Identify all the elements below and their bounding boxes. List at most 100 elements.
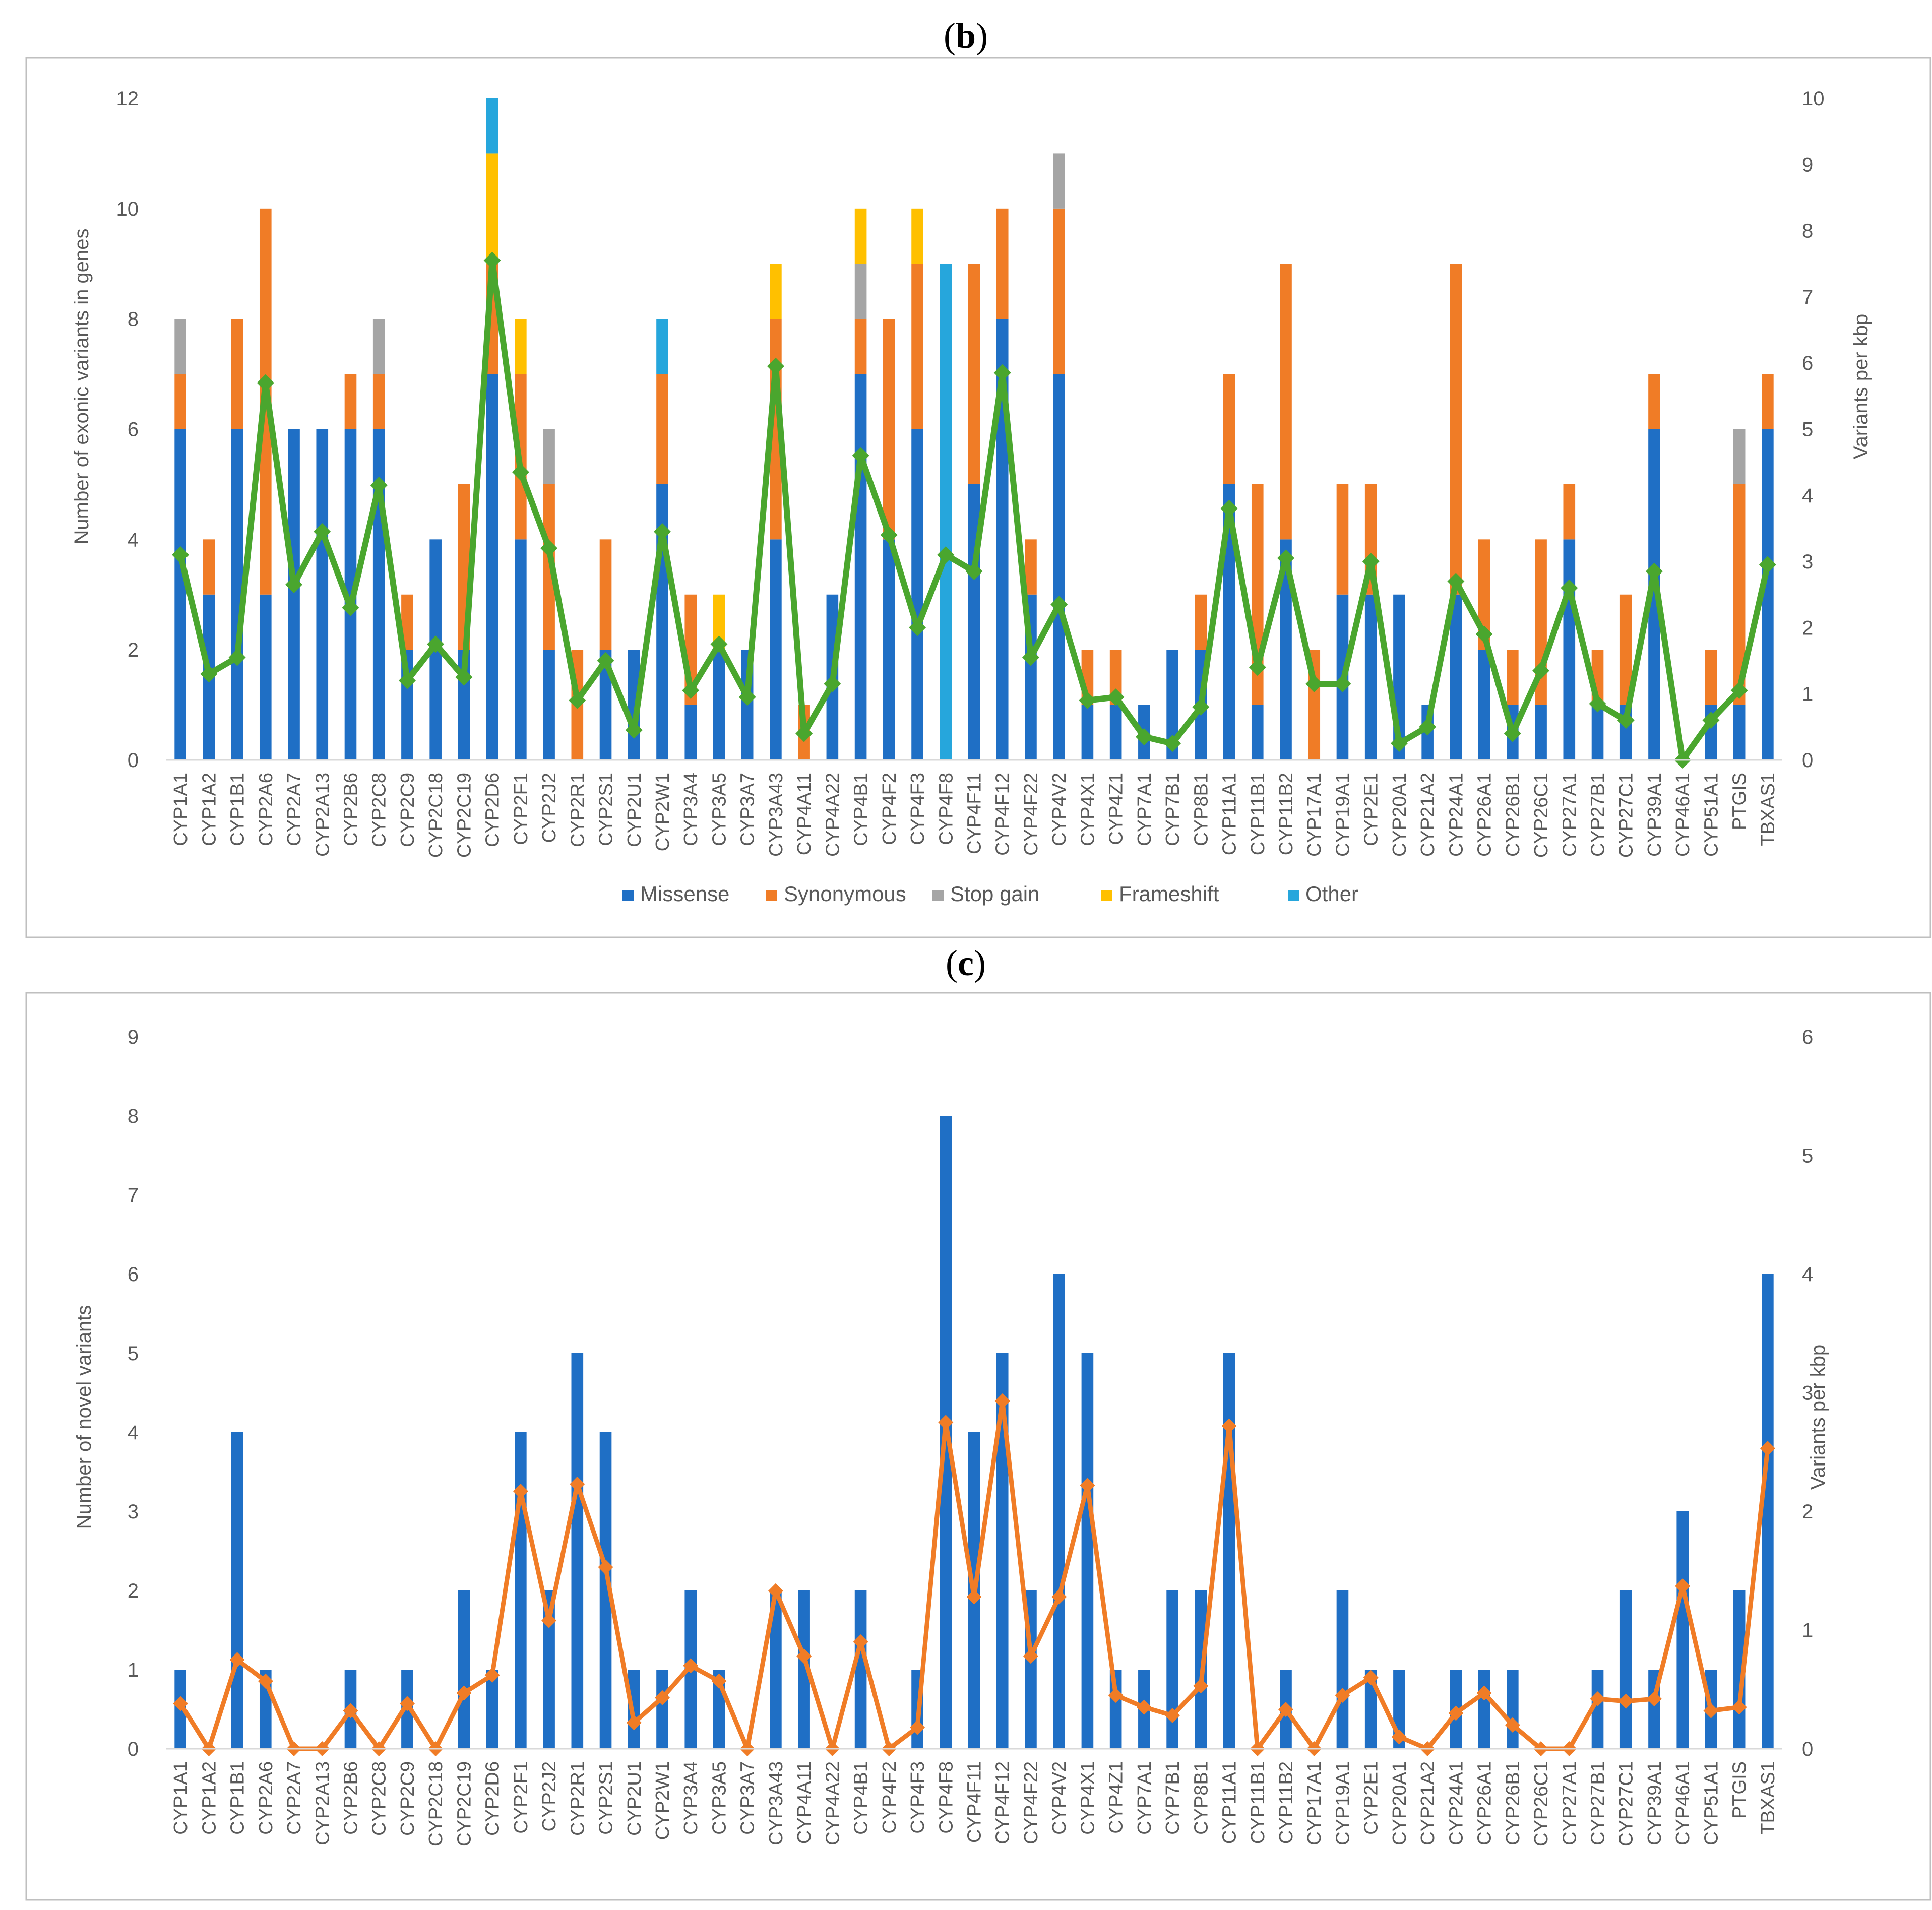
bar-cyp11b2-synonymous — [1280, 264, 1292, 540]
legend-label-synonymous: Synonymous — [784, 882, 906, 906]
x-tick-cyp3a5: CYP3A5 — [709, 773, 730, 846]
legend-swatch-frameshift — [1101, 890, 1112, 901]
x-tick-cyp27b1: CYP27B1 — [1588, 773, 1609, 857]
x-tick-cyp2r1: CYP2R1 — [567, 1761, 588, 1836]
bar-cyp7b1 — [1166, 1590, 1178, 1749]
kbp-marker-cyp2c8 — [370, 477, 388, 494]
legend-swatch-synonymous — [766, 890, 777, 901]
panel-b-legend: Missense Synonymous Stop gain Frameshift Oth… — [622, 882, 1358, 906]
kbp-marker-cyp3a5 — [711, 1673, 727, 1689]
kbp-marker-cyp2c9 — [399, 1696, 415, 1711]
x-tick-cyp4a11: CYP4A11 — [794, 773, 815, 855]
bar-cyp1b1-synonymous — [231, 319, 243, 429]
x-tick-cyp4f12: CYP4F12 — [992, 773, 1014, 856]
bar-cyp1a2-synonymous — [203, 539, 215, 595]
kbp-marker-cyp3a4 — [683, 1658, 699, 1674]
x-tick-cyp4a11: CYP4A11 — [794, 1761, 815, 1844]
y-tick-label: 2 — [128, 639, 139, 661]
x-tick-cyp2c8: CYP2C8 — [369, 1761, 390, 1836]
bar-cyp4f3-frameshift — [911, 208, 923, 264]
kbp-marker-cyp46a1 — [1675, 1578, 1691, 1594]
y-right-tick-label: 5 — [1802, 419, 1813, 441]
bar-cyp3a43-frameshift — [770, 264, 782, 319]
bar-cyp1a1-missense — [174, 429, 186, 760]
x-tick-cyp2u1: CYP2U1 — [624, 1761, 645, 1836]
x-tick-cyp4f2: CYP4F2 — [879, 1761, 900, 1834]
kbp-marker-cyp4b1 — [852, 447, 869, 465]
kbp-marker-cyp4b1 — [853, 1634, 868, 1650]
kbp-marker-cyp4f2 — [880, 526, 898, 544]
kbp-marker-cyp4f3 — [910, 1720, 925, 1735]
panel-b-frame — [25, 57, 1931, 938]
x-tick-cyp2c9: CYP2C9 — [397, 773, 418, 847]
bar-cyp2d6 — [486, 1670, 498, 1749]
bar-cyp2s1-synonymous — [599, 539, 612, 650]
bar-cyp26b1-synonymous — [1507, 650, 1519, 705]
bar-cyp4f2-missense — [883, 539, 895, 760]
kbp-marker-cyp26b1 — [1504, 725, 1521, 742]
x-tick-ptgis: PTGIS — [1729, 1761, 1751, 1819]
kbp-marker-cyp2s1 — [598, 1559, 613, 1575]
panel-c-y-ticks: 0 1 2 3 4 5 6 7 8 9 — [128, 1026, 139, 1760]
bar-cyp26b1 — [1507, 1670, 1519, 1749]
kbp-marker-cyp24a1 — [1448, 1705, 1464, 1721]
legend-label-other: Other — [1305, 882, 1358, 906]
kbp-marker-cyp1a1 — [173, 1696, 189, 1711]
y-right-tick-label: 3 — [1802, 551, 1813, 573]
bar-cyp2d6-frameshift — [486, 153, 498, 264]
x-tick-cyp3a7: CYP3A7 — [737, 1761, 759, 1835]
bar-cyp26a1-synonymous — [1478, 539, 1490, 650]
x-tick-tbxas1: TBXAS1 — [1758, 1761, 1779, 1835]
bar-cyp2d6-missense — [486, 374, 498, 760]
kbp-marker-cyp4f12 — [993, 364, 1011, 381]
x-tick-cyp2r1: CYP2R1 — [567, 773, 588, 847]
bar-cyp46a1 — [1676, 1511, 1689, 1749]
bar-cyp4b1-stop-gain — [854, 264, 867, 319]
x-tick-cyp11a1: CYP11A1 — [1219, 773, 1240, 855]
kbp-marker-cyp4f11 — [966, 1589, 982, 1605]
kbp-marker-ptgis — [1730, 682, 1748, 699]
x-tick-cyp39a1: CYP39A1 — [1644, 1761, 1665, 1845]
x-tick-cyp2a7: CYP2A7 — [284, 773, 305, 846]
x-tick-cyp1b1: CYP1B1 — [227, 773, 248, 846]
panel-b-y-axis-title-right: Variants per kbp — [1850, 314, 1872, 459]
x-tick-cyp20a1: CYP20A1 — [1389, 1761, 1410, 1845]
bar-cyp4z1-synonymous — [1109, 650, 1122, 705]
kbp-marker-cyp2e1 — [1362, 553, 1380, 570]
bar-cyp2c8-stop-gain — [372, 319, 385, 374]
bar-cyp27a1-synonymous — [1563, 484, 1576, 540]
bar-cyp2e1 — [1364, 1670, 1377, 1749]
bar-cyp3a5-frameshift — [713, 594, 725, 650]
bar-cyp4f8-other — [940, 264, 952, 760]
kbp-marker-cyp2w1 — [653, 523, 671, 541]
x-tick-cyp8b1: CYP8B1 — [1191, 1761, 1212, 1835]
kbp-marker-cyp20a1 — [1390, 735, 1408, 752]
x-tick-cyp4a22: CYP4A22 — [822, 1761, 843, 1845]
x-tick-cyp4f22: CYP4F22 — [1021, 773, 1042, 856]
kbp-marker-cyp2f1 — [513, 1483, 528, 1499]
kbp-marker-cyp11b1 — [1249, 659, 1266, 676]
kbp-marker-tbxas1 — [1759, 556, 1776, 574]
x-tick-cyp4f3: CYP4F3 — [907, 773, 928, 845]
panel-c-chart: (c) 0 1 2 3 4 5 6 7 8 9 0 1 2 3 4 5 6 CYP1A1 CYP1A2 CYP1B… — [25, 943, 1931, 1901]
bar-cyp2f1 — [515, 1432, 527, 1749]
kbp-marker-cyp27b1 — [1589, 695, 1606, 713]
x-tick-cyp4z1: CYP4Z1 — [1106, 1761, 1127, 1834]
kbp-marker-cyp2u1 — [625, 721, 643, 739]
x-tick-cyp27c1: CYP27C1 — [1616, 773, 1637, 858]
bar-cyp2b6-synonymous — [344, 374, 357, 429]
kbp-marker-cyp7b1 — [1164, 735, 1181, 752]
x-tick-cyp27b1: CYP27B1 — [1588, 1761, 1609, 1845]
bar-cyp4v2-missense — [1053, 374, 1065, 760]
x-tick-cyp11b1: CYP11B1 — [1248, 1761, 1269, 1844]
bar-cyp4v2 — [1053, 1274, 1065, 1749]
x-tick-cyp2a13: CYP2A13 — [312, 1761, 333, 1845]
bar-cyp2a7-missense — [288, 429, 300, 760]
x-tick-cyp2j2: CYP2J2 — [539, 1761, 560, 1831]
x-tick-cyp4f8: CYP4F8 — [936, 1761, 957, 1834]
bar-cyp1a1-synonymous — [174, 374, 186, 429]
y-right-tick-label: 8 — [1802, 220, 1813, 242]
kbp-marker-cyp1a2 — [200, 665, 218, 683]
y-right-tick-label: 9 — [1802, 154, 1813, 176]
bar-cyp51a1-synonymous — [1705, 650, 1717, 705]
